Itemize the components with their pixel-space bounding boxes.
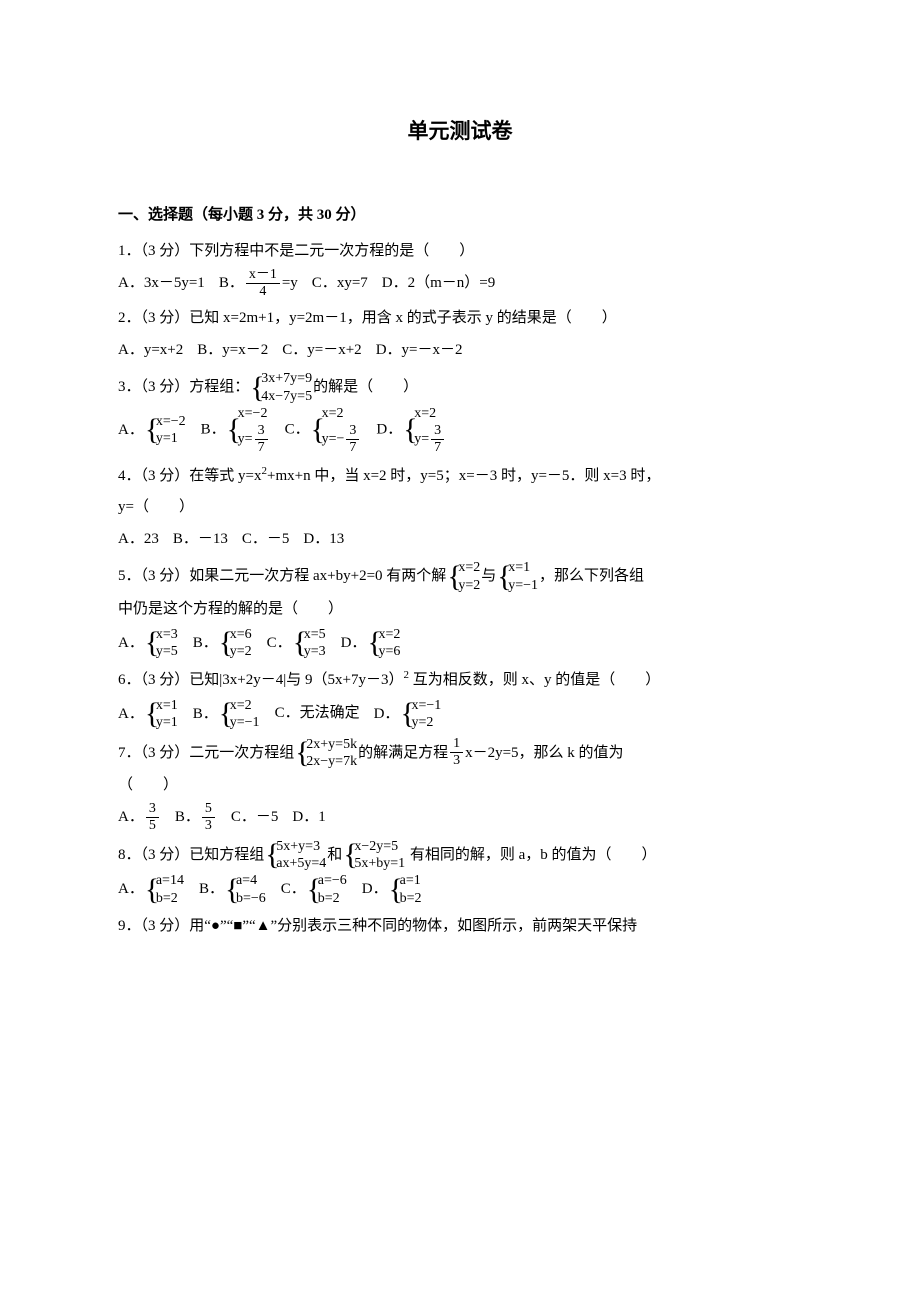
equation-system: {x=2y=37 <box>403 405 446 455</box>
equation-system: {5x+y=3ax+5y=4 <box>265 838 326 873</box>
question-4: 4．（3 分）在等式 y=x2+mx+n 中，当 x=2 时，y=5；x=－3 … <box>118 460 802 556</box>
questions-container: 1．（3 分）下列方程中不是二元一次方程的是（ ）A．3x－5y=1 B．x－14… <box>118 236 802 943</box>
question-stem-line2: （ ） <box>118 770 802 802</box>
option: C．无法确定 <box>275 698 360 730</box>
question-stem: 3．（3 分）方程组：{3x+7y=94x−7y=5的解是（ ） <box>118 370 802 405</box>
equation-system: {a=14b=2 <box>145 872 184 907</box>
equation-system: {a=−6b=2 <box>307 872 347 907</box>
fraction: 35 <box>146 802 159 833</box>
question-stem: 2．（3 分）已知 x=2m+1，y=2m－1，用含 x 的式子表示 y 的结果… <box>118 303 802 335</box>
equation-system: {2x+y=5k2x−y=7k <box>295 736 357 771</box>
option: D．1 <box>292 802 325 834</box>
option: D．2（m－n）=9 <box>382 268 495 300</box>
equation-system: {x=−2y=37 <box>227 405 270 455</box>
question-9: 9．（3 分）用“●”“■”“▲”分别表示三种不同的物体，如图所示，前两架天平保… <box>118 911 802 943</box>
option: C．－5 <box>242 524 290 556</box>
question-stem: 1．（3 分）下列方程中不是二元一次方程的是（ ） <box>118 236 802 268</box>
option: D．{x=−1y=2 <box>374 697 443 732</box>
question-6: 6．（3 分）已知|3x+2y－4|与 9（5x+7y－3）2 互为相反数，则 … <box>118 664 802 731</box>
option: C．{x=5y=3 <box>267 626 327 661</box>
option: A．23 <box>118 524 159 556</box>
option: A．{a=14b=2 <box>118 872 185 907</box>
question-stem: 7．（3 分）二元一次方程组{2x+y=5k2x−y=7k的解满足方程13x－2… <box>118 736 802 771</box>
options-row: A．23 B．－13 C．－5 D．13 <box>118 524 802 556</box>
fraction: 37 <box>431 424 444 455</box>
question-stem: 6．（3 分）已知|3x+2y－4|与 9（5x+7y－3）2 互为相反数，则 … <box>118 664 802 697</box>
option: C．xy=7 <box>312 268 368 300</box>
equation-system: {a=4b=−6 <box>225 872 266 907</box>
equation-system: {x=2y=6 <box>367 626 400 661</box>
option: D．{x=2y=6 <box>341 626 402 661</box>
equation-system: {3x+7y=94x−7y=5 <box>250 370 312 405</box>
options-row: A．3x－5y=1 B．x－14=y C．xy=7 D．2（m－n）=9 <box>118 268 802 300</box>
question-2: 2．（3 分）已知 x=2m+1，y=2m－1，用含 x 的式子表示 y 的结果… <box>118 303 802 366</box>
option: D．{x=2y=37 <box>376 405 447 455</box>
equation-system: {x−2y=55x+by=1 <box>343 838 405 873</box>
option: A．3x－5y=1 <box>118 268 205 300</box>
option: A．35 <box>118 802 161 834</box>
option: B．{x=−2y=37 <box>201 405 271 455</box>
option: C．y=－x+2 <box>282 335 361 367</box>
question-stem: 9．（3 分）用“●”“■”“▲”分别表示三种不同的物体，如图所示，前两架天平保… <box>118 911 802 943</box>
options-row: A．{x=1y=1 B．{x=2y=−1 C．无法确定 D．{x=−1y=2 <box>118 697 802 732</box>
option: B．－13 <box>173 524 228 556</box>
option: C．－5 <box>231 802 279 834</box>
equation-system: {a=1b=2 <box>389 872 422 907</box>
option: B．{x=6y=2 <box>193 626 253 661</box>
option: A．y=x+2 <box>118 335 183 367</box>
question-stem-line2: 中仍是这个方程的解的是（ ） <box>118 594 802 626</box>
fraction: 37 <box>346 424 359 455</box>
question-7: 7．（3 分）二元一次方程组{2x+y=5k2x−y=7k的解满足方程13x－2… <box>118 736 802 834</box>
equation-system: {x=1y=−1 <box>497 559 538 594</box>
question-stem: 5．（3 分）如果二元一次方程 ax+by+2=0 有两个解{x=2y=2与{x… <box>118 559 802 594</box>
option: B．{x=2y=−1 <box>193 697 261 732</box>
option: A．{x=1y=1 <box>118 697 179 732</box>
fraction: 13 <box>450 737 463 768</box>
page-title: 单元测试卷 <box>118 115 802 145</box>
section-header: 一、选择题（每小题 3 分，共 30 分） <box>118 203 802 224</box>
option: C．{x=2y=−37 <box>285 405 363 455</box>
equation-system: {x=1y=1 <box>145 697 178 732</box>
equation-system: {x=−2y=1 <box>145 413 186 448</box>
equation-system: {x=2y=−1 <box>219 697 260 732</box>
equation-system: {x=5y=3 <box>293 626 326 661</box>
equation-system: {x=2y=2 <box>447 559 480 594</box>
options-row: A．{x=−2y=1 B．{x=−2y=37 C．{x=2y=−37 D．{x=2y=… <box>118 405 802 455</box>
equation-system: {x=−1y=2 <box>400 697 441 732</box>
equation-system: {x=2y=−37 <box>311 405 362 455</box>
question-8: 8．（3 分）已知方程组{5x+y=3ax+5y=4和{x−2y=55x+by=… <box>118 838 802 908</box>
option: D．13 <box>303 524 344 556</box>
option: D．{a=1b=2 <box>362 872 423 907</box>
question-stem-line2: y=（ ） <box>118 492 802 524</box>
fraction: x－14 <box>246 268 280 299</box>
options-row: A．{a=14b=2 B．{a=4b=−6 C．{a=−6b=2 D．{a=1b=2 <box>118 872 802 907</box>
option: A．{x=3y=5 <box>118 626 179 661</box>
option: B．y=x－2 <box>197 335 268 367</box>
fraction: 37 <box>255 424 268 455</box>
options-row: A．35 B．53 C．－5 D．1 <box>118 802 802 834</box>
options-row: A．{x=3y=5 B．{x=6y=2 C．{x=5y=3 D．{x=2y=6 <box>118 626 802 661</box>
question-3: 3．（3 分）方程组：{3x+7y=94x−7y=5的解是（ ）A．{x=−2y… <box>118 370 802 455</box>
option: B．{a=4b=−6 <box>199 872 267 907</box>
option: D．y=－x－2 <box>376 335 463 367</box>
options-row: A．y=x+2 B．y=x－2 C．y=－x+2 D．y=－x－2 <box>118 335 802 367</box>
fraction: 53 <box>202 802 215 833</box>
option: A．{x=−2y=1 <box>118 413 187 448</box>
option: B．x－14=y <box>219 268 298 300</box>
question-1: 1．（3 分）下列方程中不是二元一次方程的是（ ）A．3x－5y=1 B．x－14… <box>118 236 802 299</box>
exam-page: 单元测试卷 一、选择题（每小题 3 分，共 30 分） 1．（3 分）下列方程中… <box>0 0 920 1302</box>
option: C．{a=−6b=2 <box>281 872 348 907</box>
question-5: 5．（3 分）如果二元一次方程 ax+by+2=0 有两个解{x=2y=2与{x… <box>118 559 802 660</box>
equation-system: {x=3y=5 <box>145 626 178 661</box>
question-stem: 8．（3 分）已知方程组{5x+y=3ax+5y=4和{x−2y=55x+by=… <box>118 838 802 873</box>
option: B．53 <box>175 802 217 834</box>
equation-system: {x=6y=2 <box>219 626 252 661</box>
question-stem: 4．（3 分）在等式 y=x2+mx+n 中，当 x=2 时，y=5；x=－3 … <box>118 460 802 493</box>
